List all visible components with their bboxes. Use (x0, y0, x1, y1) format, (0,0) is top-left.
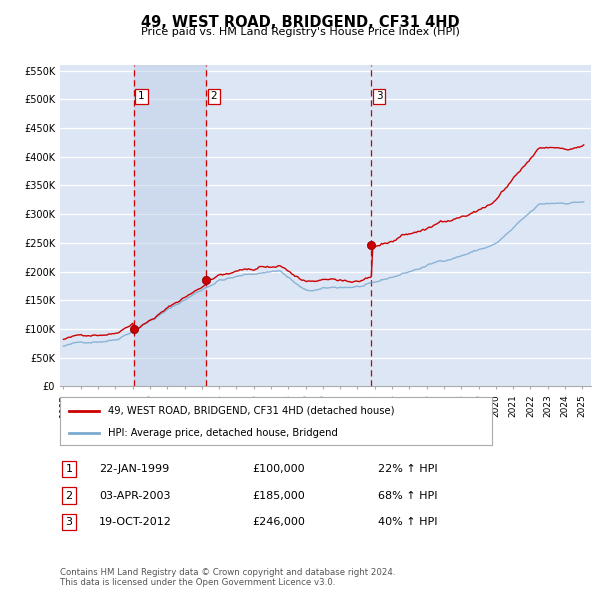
Text: Price paid vs. HM Land Registry's House Price Index (HPI): Price paid vs. HM Land Registry's House … (140, 27, 460, 37)
Text: £185,000: £185,000 (252, 491, 305, 500)
Text: 1: 1 (138, 91, 145, 101)
Text: 1: 1 (65, 464, 73, 474)
Text: 49, WEST ROAD, BRIDGEND, CF31 4HD: 49, WEST ROAD, BRIDGEND, CF31 4HD (140, 15, 460, 30)
Text: Contains HM Land Registry data © Crown copyright and database right 2024.
This d: Contains HM Land Registry data © Crown c… (60, 568, 395, 587)
Text: 68% ↑ HPI: 68% ↑ HPI (378, 491, 437, 500)
Text: 03-APR-2003: 03-APR-2003 (99, 491, 170, 500)
Text: 19-OCT-2012: 19-OCT-2012 (99, 517, 172, 527)
Text: 22-JAN-1999: 22-JAN-1999 (99, 464, 169, 474)
Text: 3: 3 (376, 91, 382, 101)
Text: 2: 2 (65, 491, 73, 500)
Text: £246,000: £246,000 (252, 517, 305, 527)
Text: 49, WEST ROAD, BRIDGEND, CF31 4HD (detached house): 49, WEST ROAD, BRIDGEND, CF31 4HD (detac… (107, 405, 394, 415)
Text: 40% ↑ HPI: 40% ↑ HPI (378, 517, 437, 527)
Text: 3: 3 (65, 517, 73, 527)
Bar (134, 65, 206, 386)
Text: £100,000: £100,000 (252, 464, 305, 474)
Text: 2: 2 (211, 91, 217, 101)
Text: 22% ↑ HPI: 22% ↑ HPI (378, 464, 437, 474)
Text: HPI: Average price, detached house, Bridgend: HPI: Average price, detached house, Brid… (107, 428, 337, 438)
